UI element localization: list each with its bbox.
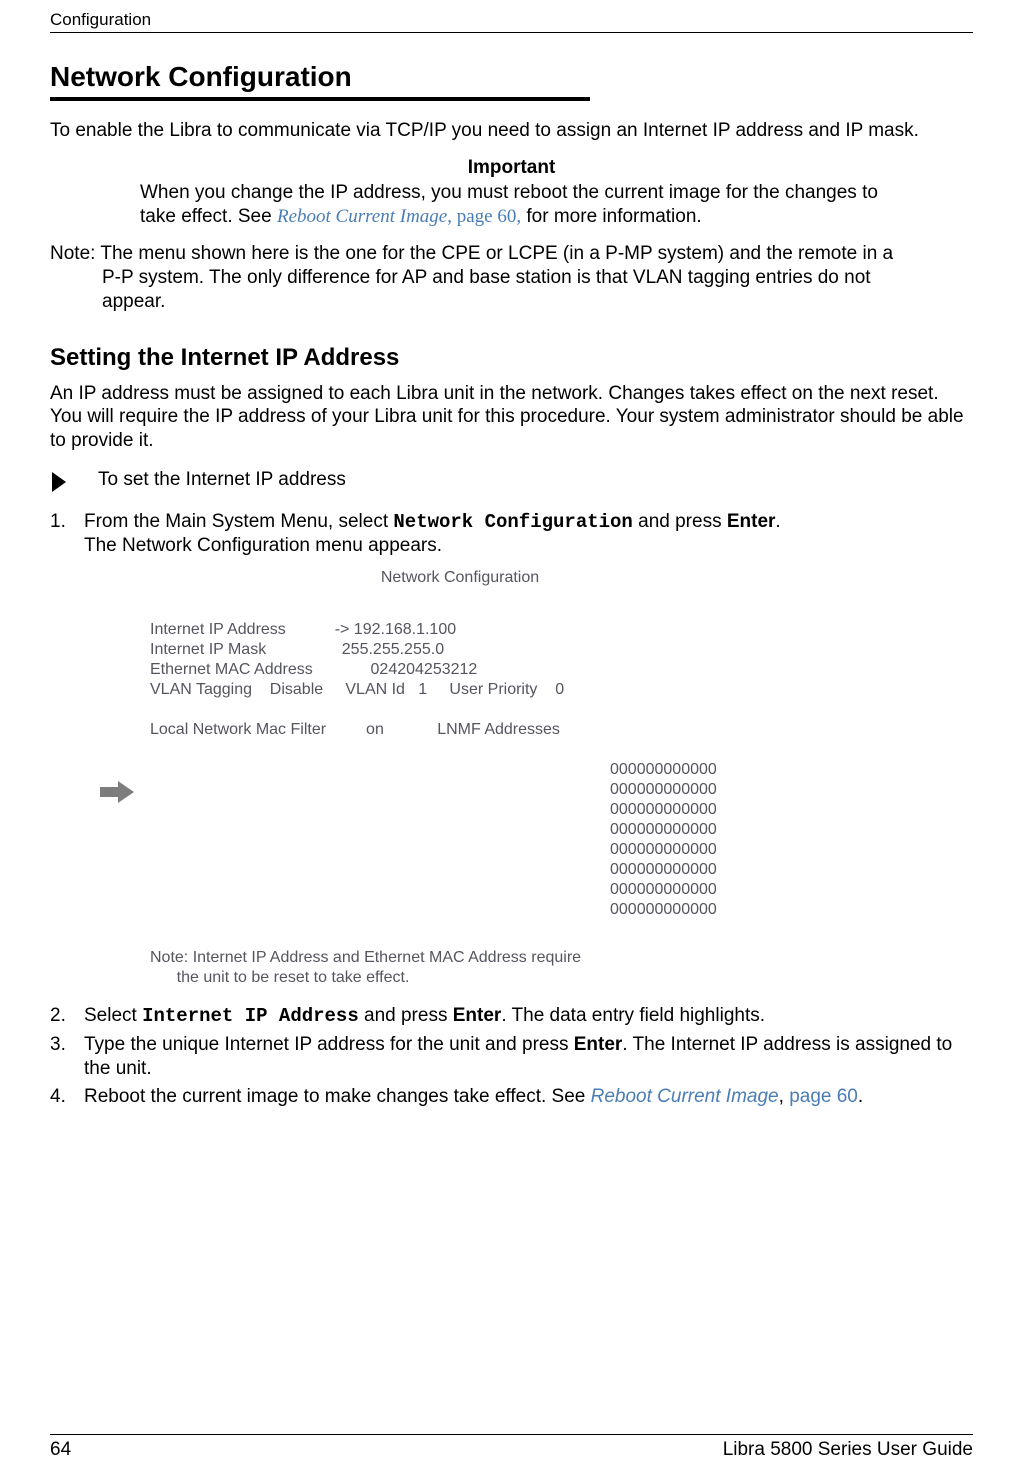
step-2-field: Internet IP Address	[142, 1005, 359, 1027]
note-prefix: Note:	[50, 243, 100, 264]
lnmf-0: 000000000000	[610, 761, 717, 778]
term-note-line1: Note: Internet IP Address and Ethernet M…	[150, 949, 581, 966]
step-2-pre: Select	[84, 1005, 142, 1026]
lnmf-5: 000000000000	[610, 861, 717, 878]
step-list: 1. From the Main System Menu, select Net…	[50, 510, 973, 1114]
step-3-number: 3.	[50, 1033, 84, 1082]
procedure-title: To set the Internet IP address	[98, 469, 346, 491]
important-link-title[interactable]: Reboot Current Image	[277, 206, 447, 227]
step-1-body: From the Main System Menu, select Networ…	[84, 510, 973, 559]
note-paragraph: Note: The menu shown here is the one for…	[50, 242, 973, 313]
step-3: 3. Type the unique Internet IP address f…	[50, 1033, 973, 1082]
step-4-link-page[interactable]: page 60	[789, 1086, 858, 1107]
lnmf-2: 000000000000	[610, 801, 717, 818]
step-4-pre: Reboot the current image to make changes…	[84, 1086, 591, 1107]
step-4-number: 4.	[50, 1085, 84, 1109]
intro-paragraph: To enable the Libra to communicate via T…	[50, 119, 973, 143]
step-1-number: 1.	[50, 510, 84, 559]
step-4-sep: ,	[779, 1086, 790, 1107]
lnmf-4: 000000000000	[610, 841, 717, 858]
procedure-heading: To set the Internet IP address	[50, 469, 973, 498]
terminal-screenshot: Network Configuration Internet IP Addres…	[100, 568, 973, 988]
step-2-post: . The data entry field highlights.	[501, 1005, 765, 1026]
title-rule	[50, 97, 590, 101]
important-link-page[interactable]: , page 60,	[447, 206, 521, 227]
step-3-body: Type the unique Internet IP address for …	[84, 1033, 973, 1082]
term-line-mac: Ethernet MAC Address 024204253212	[150, 661, 477, 678]
step-4-link-title[interactable]: Reboot Current Image	[591, 1086, 779, 1107]
step-2-mid: and press	[359, 1005, 453, 1026]
lnmf-6: 000000000000	[610, 881, 717, 898]
important-body: When you change the IP address, you must…	[140, 181, 913, 229]
step-4-body: Reboot the current image to make changes…	[84, 1085, 973, 1109]
term-line-ip-mask: Internet IP Mask 255.255.255.0	[150, 641, 444, 658]
step-2-key: Enter	[453, 1005, 502, 1026]
step-1-mid: and press	[633, 511, 727, 532]
step-1-post: .	[775, 511, 780, 532]
lnmf-3: 000000000000	[610, 821, 717, 838]
lnmf-7: 000000000000	[610, 901, 717, 918]
note-line1: The menu shown here is the one for the C…	[100, 243, 893, 264]
term-line-vlan: VLAN Tagging Disable VLAN Id 1 User Prio…	[150, 681, 564, 698]
guide-title: Libra 5800 Series User Guide	[723, 1439, 973, 1461]
term-line-ip-address: Internet IP Address -> 192.168.1.100	[150, 621, 456, 638]
terminal-title: Network Configuration	[100, 568, 820, 588]
step-1-key: Enter	[727, 511, 776, 532]
section-intro: An IP address must be assigned to each L…	[50, 382, 973, 453]
lnmf-1: 000000000000	[610, 781, 717, 798]
step-3-key: Enter	[574, 1034, 623, 1055]
step-1-line2: The Network Configuration menu appears.	[84, 535, 442, 556]
running-header: Configuration	[50, 10, 973, 33]
lnmf-addresses: 000000000000 000000000000 000000000000 0…	[610, 740, 973, 920]
term-line-mac-filter: Local Network Mac Filter on LNMF Address…	[150, 721, 560, 738]
step-1-menu-item: Network Configuration	[393, 511, 632, 533]
section-heading: Setting the Internet IP Address	[50, 344, 973, 372]
note-line3: appear.	[102, 290, 973, 314]
step-4: 4. Reboot the current image to make chan…	[50, 1085, 973, 1109]
important-post: for more information.	[521, 206, 702, 227]
important-label: Important	[50, 157, 973, 179]
step-1: 1. From the Main System Menu, select Net…	[50, 510, 973, 559]
step-2-number: 2.	[50, 1004, 84, 1028]
step-2-body: Select Internet IP Address and press Ent…	[84, 1004, 973, 1028]
note-line2: P-P system. The only difference for AP a…	[102, 266, 973, 290]
page-footer: 64 Libra 5800 Series User Guide	[50, 1434, 973, 1461]
step-4-post: .	[858, 1086, 863, 1107]
step-2: 2. Select Internet IP Address and press …	[50, 1004, 973, 1028]
term-note-line2: the unit to be reset to take effect.	[150, 969, 409, 986]
step-1-pre: From the Main System Menu, select	[84, 511, 393, 532]
pointer-arrow-icon	[100, 781, 134, 808]
page-title: Network Configuration	[50, 61, 973, 93]
step-3-pre: Type the unique Internet IP address for …	[84, 1034, 574, 1055]
page-number: 64	[50, 1439, 71, 1461]
procedure-arrow-icon	[50, 471, 68, 498]
terminal-body: Internet IP Address -> 192.168.1.100 Int…	[150, 600, 973, 988]
